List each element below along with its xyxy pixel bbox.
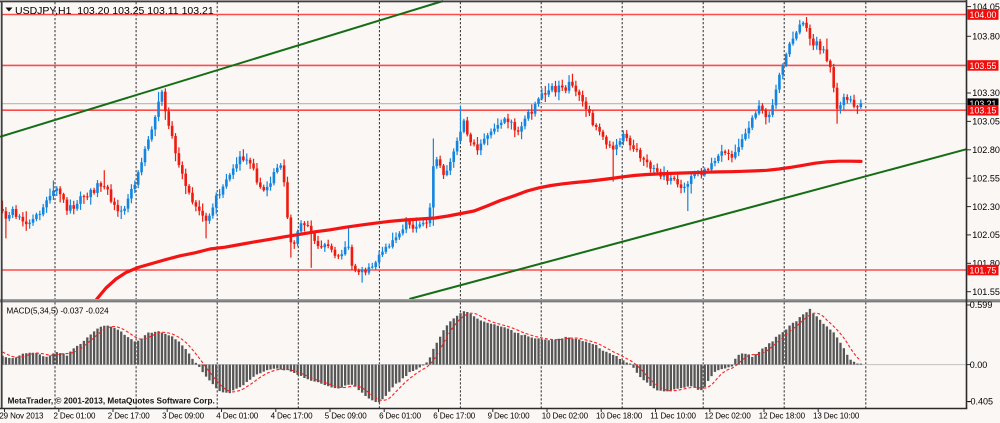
svg-text:102.05: 102.05	[972, 230, 1000, 240]
svg-text:29 Nov 2013: 29 Nov 2013	[0, 412, 44, 421]
svg-text:11 Dec 10:00: 11 Dec 10:00	[650, 412, 696, 421]
svg-text:9 Dec 10:00: 9 Dec 10:00	[488, 412, 530, 421]
svg-text:101.80: 101.80	[972, 259, 1000, 269]
svg-text:4 Dec 01:00: 4 Dec 01:00	[216, 412, 258, 421]
svg-text:12 Dec 18:00: 12 Dec 18:00	[759, 412, 806, 421]
svg-text:102.80: 102.80	[972, 145, 1000, 155]
svg-text:MACD(5,34,5) -0.037 -0.024: MACD(5,34,5) -0.037 -0.024	[7, 307, 110, 316]
svg-text:MetaTrader, © 2001-2013, MetaQ: MetaTrader, © 2001-2013, MetaQuotes Soft…	[8, 397, 215, 406]
svg-text:104.05: 104.05	[972, 2, 1000, 12]
svg-text:6 Dec 01:00: 6 Dec 01:00	[379, 412, 421, 421]
svg-text:4 Dec 17:00: 4 Dec 17:00	[271, 412, 313, 421]
svg-text:USDJPY,H1 103.20 103.25 103.1: USDJPY,H1 103.20 103.25 103.11 103.21	[15, 5, 214, 17]
svg-text:104.00: 104.00	[970, 10, 997, 20]
svg-text:12 Dec 02:00: 12 Dec 02:00	[705, 412, 752, 421]
svg-text:0.599: 0.599	[970, 300, 993, 310]
svg-text:102.55: 102.55	[972, 173, 1000, 183]
svg-text:-0.405: -0.405	[968, 397, 994, 407]
svg-text:101.75: 101.75	[970, 265, 997, 275]
svg-text:5 Dec 09:00: 5 Dec 09:00	[325, 412, 367, 421]
svg-text:103.21: 103.21	[970, 99, 997, 109]
svg-text:10 Dec 18:00: 10 Dec 18:00	[596, 412, 643, 421]
svg-text:0.00: 0.00	[970, 360, 988, 370]
svg-text:6 Dec 17:00: 6 Dec 17:00	[433, 412, 475, 421]
svg-text:13 Dec 10:00: 13 Dec 10:00	[813, 412, 860, 421]
svg-text:103.30: 103.30	[972, 88, 1000, 98]
svg-text:103.15: 103.15	[970, 106, 997, 116]
svg-text:3 Dec 09:00: 3 Dec 09:00	[162, 412, 204, 421]
svg-text:10 Dec 02:00: 10 Dec 02:00	[542, 412, 589, 421]
svg-text:2 Dec 01:00: 2 Dec 01:00	[54, 412, 96, 421]
svg-text:102.30: 102.30	[972, 202, 1000, 212]
svg-text:101.55: 101.55	[972, 287, 1000, 297]
svg-text:2 Dec 17:00: 2 Dec 17:00	[108, 412, 150, 421]
svg-text:103.80: 103.80	[972, 32, 1000, 42]
svg-text:103.05: 103.05	[972, 117, 1000, 127]
svg-text:103.55: 103.55	[970, 61, 997, 71]
